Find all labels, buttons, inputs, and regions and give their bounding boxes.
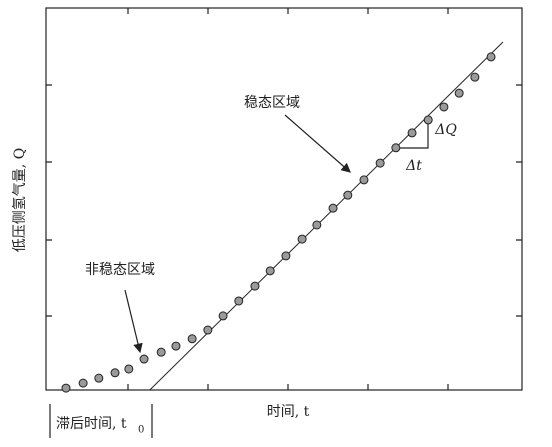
fit-line xyxy=(149,41,504,391)
data-point xyxy=(78,378,88,388)
tick-marks xyxy=(46,8,522,390)
data-point xyxy=(297,234,307,244)
slope-triangle xyxy=(396,118,429,149)
data-point xyxy=(470,72,480,82)
data-point xyxy=(139,354,149,364)
data-point xyxy=(312,220,322,230)
data-point xyxy=(110,368,120,378)
annotation: ΔQ xyxy=(434,122,457,138)
data-point xyxy=(265,266,275,276)
annotation: 非稳态区域 xyxy=(85,262,155,278)
x-axis-label: 时间, t xyxy=(267,404,310,420)
data-point xyxy=(250,281,260,291)
data-point xyxy=(203,325,213,335)
data-point xyxy=(486,52,496,62)
data-point xyxy=(234,296,244,306)
data-point xyxy=(156,347,166,357)
data-point xyxy=(343,190,353,200)
data-point xyxy=(375,158,385,168)
data-point xyxy=(407,128,417,138)
annotation: Δt xyxy=(405,158,422,174)
annotation: 滞后时间, t xyxy=(56,416,127,432)
plot-frame xyxy=(45,7,523,391)
lag-bracket xyxy=(49,404,153,438)
arrow xyxy=(284,114,351,173)
data-point xyxy=(61,383,71,393)
data-point xyxy=(281,251,291,261)
y-axis-label: 低压侧氢气量, Q xyxy=(12,148,28,252)
annotation: 稳态区域 xyxy=(244,95,300,111)
data-point xyxy=(359,175,369,185)
data-point xyxy=(391,143,401,153)
data-point xyxy=(218,311,228,321)
data-point xyxy=(124,364,134,374)
data-point xyxy=(439,102,449,112)
data-point xyxy=(171,341,181,351)
arrow xyxy=(124,289,143,354)
data-point xyxy=(187,334,197,344)
annotation: 0 xyxy=(138,425,144,436)
data-point xyxy=(328,203,338,213)
data-point xyxy=(94,373,104,383)
data-point xyxy=(423,115,433,125)
data-point xyxy=(454,88,464,98)
